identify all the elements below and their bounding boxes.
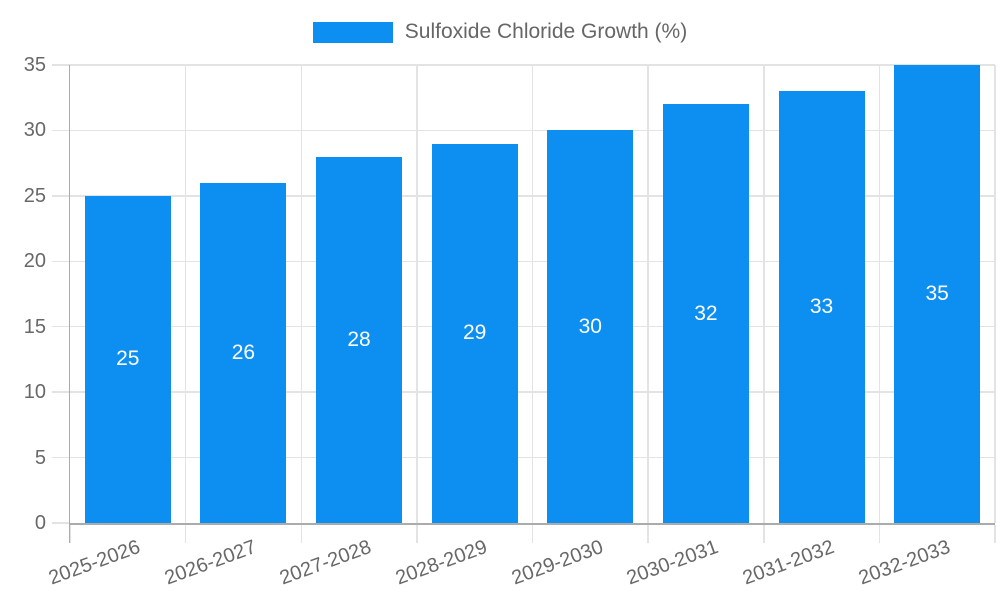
x-tick-mark-6 bbox=[763, 525, 765, 543]
x-tick-label: 2032-2033 bbox=[855, 536, 953, 590]
y-tick-label-30: 30 bbox=[23, 119, 46, 142]
x-tick-mark-3 bbox=[416, 525, 418, 543]
x-axis-line bbox=[68, 523, 995, 525]
x-tick-label: 2030-2031 bbox=[624, 536, 722, 590]
gridline-v-7 bbox=[878, 65, 881, 523]
y-tick-mark-15 bbox=[52, 325, 70, 328]
x-tick-mark-0 bbox=[69, 525, 71, 543]
x-tick-mark-7 bbox=[878, 525, 881, 543]
bar-2027-2028[interactable] bbox=[316, 156, 403, 523]
bar-value-label: 26 bbox=[231, 340, 256, 364]
x-tick-label: 2025-2026 bbox=[45, 536, 144, 590]
x-tick-label: 2027-2028 bbox=[277, 536, 375, 590]
x-tick-label: 2028-2029 bbox=[392, 536, 491, 590]
bar-2032-2033[interactable] bbox=[894, 65, 981, 523]
x-tick-label: 2031-2032 bbox=[739, 536, 838, 590]
gridline-v-5 bbox=[647, 65, 649, 523]
x-tick-label: 2029-2030 bbox=[508, 536, 606, 590]
y-tick-mark-35 bbox=[52, 64, 70, 66]
y-tick-mark-10 bbox=[52, 391, 70, 393]
x-tick-mark-1 bbox=[184, 525, 187, 543]
y-tick-mark-5 bbox=[52, 456, 70, 459]
gridline-v-3 bbox=[416, 65, 418, 523]
y-axis-line bbox=[68, 65, 70, 543]
bar-value-label: 25 bbox=[116, 347, 140, 371]
x-tick-mark-4 bbox=[531, 525, 534, 543]
y-tick-label-5: 5 bbox=[34, 446, 46, 469]
gridline-v-1 bbox=[184, 65, 187, 523]
gridline-v-8 bbox=[994, 65, 996, 523]
legend-swatch bbox=[312, 21, 393, 43]
gridline-v-4 bbox=[531, 65, 534, 523]
gridline-v-2 bbox=[300, 65, 302, 523]
y-tick-mark-20 bbox=[52, 260, 70, 263]
y-tick-label-25: 25 bbox=[23, 184, 46, 207]
bar-value-label: 35 bbox=[925, 282, 949, 305]
y-tick-label-35: 35 bbox=[23, 54, 46, 76]
bar-2026-2027[interactable] bbox=[200, 182, 287, 523]
bar-2025-2026[interactable] bbox=[84, 195, 171, 523]
y-tick-label-15: 15 bbox=[23, 315, 46, 338]
bar-2030-2031[interactable] bbox=[662, 104, 749, 523]
y-tick-label-20: 20 bbox=[23, 250, 46, 273]
bar-value-label: 33 bbox=[809, 295, 834, 319]
legend-label: Sulfoxide Chloride Growth (%) bbox=[404, 20, 688, 43]
y-tick-label-10: 10 bbox=[23, 381, 46, 404]
bar-2029-2030[interactable] bbox=[547, 130, 634, 523]
y-tick-mark-25 bbox=[52, 195, 70, 197]
bar-value-label: 32 bbox=[694, 301, 718, 325]
y-tick-mark-0 bbox=[52, 522, 70, 524]
x-tick-mark-2 bbox=[300, 525, 302, 543]
bar-2031-2032[interactable] bbox=[778, 91, 865, 523]
bar-value-label: 30 bbox=[578, 314, 602, 338]
legend[interactable]: Sulfoxide Chloride Growth (%) bbox=[0, 20, 1000, 44]
bar-value-label: 29 bbox=[463, 321, 487, 345]
x-tick-label: 2026-2027 bbox=[161, 536, 259, 590]
gridline-v-6 bbox=[763, 65, 765, 523]
x-tick-mark-8 bbox=[994, 525, 996, 543]
y-tick-mark-30 bbox=[52, 129, 70, 132]
bar-2028-2029[interactable] bbox=[431, 143, 518, 523]
y-tick-label-0: 0 bbox=[34, 512, 46, 534]
bar-value-label: 28 bbox=[347, 327, 371, 351]
x-tick-mark-5 bbox=[647, 525, 649, 543]
